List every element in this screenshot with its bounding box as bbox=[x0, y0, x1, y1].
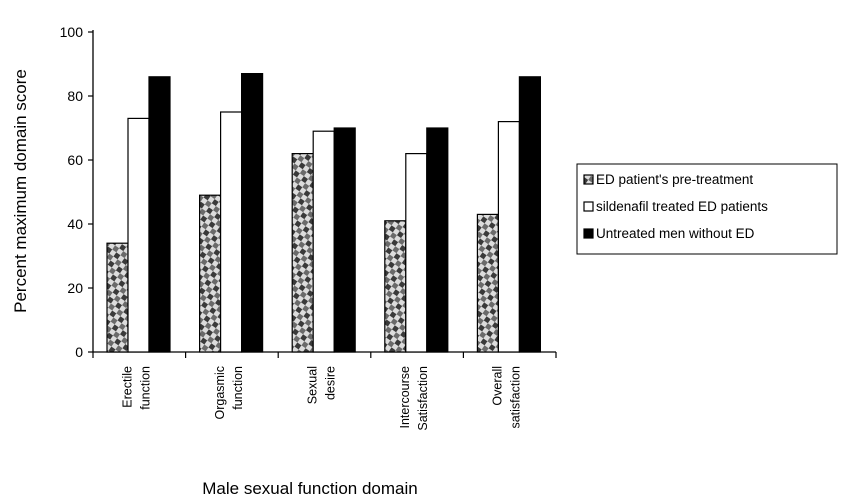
y-tick-label: 100 bbox=[60, 24, 84, 40]
legend-swatch bbox=[583, 228, 594, 239]
bar bbox=[291, 153, 314, 353]
bar bbox=[312, 130, 335, 353]
bar bbox=[405, 153, 428, 353]
category-label: Erectile bbox=[120, 366, 134, 408]
bar bbox=[199, 194, 222, 353]
bars bbox=[106, 72, 542, 353]
bar bbox=[220, 111, 243, 353]
y-tick-label: 40 bbox=[67, 216, 83, 232]
category-label: function bbox=[138, 366, 152, 410]
y-tick-label: 0 bbox=[75, 344, 83, 360]
x-axis-title: Male sexual function domain bbox=[202, 479, 417, 498]
legend-box bbox=[576, 163, 838, 255]
category-label: desire bbox=[324, 366, 338, 400]
bar bbox=[148, 76, 171, 353]
y-tick-label: 80 bbox=[67, 88, 83, 104]
y-axis-title: Percent maximum domain score bbox=[11, 69, 30, 313]
category-labels: Erectile function Orgasmic function Sexual de… bbox=[120, 366, 522, 431]
category-label: Overall bbox=[491, 366, 505, 406]
bar bbox=[426, 127, 449, 353]
legend-swatch bbox=[583, 174, 594, 185]
category-label: function bbox=[231, 366, 245, 410]
bar bbox=[106, 242, 129, 353]
category-label: Orgasmic bbox=[213, 366, 227, 419]
category-label: Intercourse bbox=[398, 366, 412, 429]
bar bbox=[384, 220, 407, 353]
legend-label: Untreated men without ED bbox=[596, 226, 755, 241]
bar bbox=[127, 117, 150, 353]
category-label: Satisfaction bbox=[416, 366, 430, 431]
bar bbox=[476, 213, 499, 353]
y-tick-label: 20 bbox=[67, 280, 83, 296]
bar bbox=[241, 72, 264, 353]
bar bbox=[497, 120, 520, 353]
y-tick-label: 60 bbox=[67, 152, 83, 168]
legend-label: sildenafil treated ED patients bbox=[596, 199, 768, 214]
category-label: satisfaction bbox=[509, 366, 523, 429]
legend-label: ED patient's pre-treatment bbox=[596, 172, 753, 187]
bar bbox=[518, 76, 542, 353]
category-label: Sexual bbox=[306, 366, 320, 404]
bar bbox=[333, 127, 356, 353]
y-axis: 0 20 40 60 80 100 bbox=[60, 24, 94, 360]
legend-swatch bbox=[583, 201, 594, 212]
x-axis bbox=[92, 351, 557, 358]
legend: ED patient's pre-treatment sildenafil tre… bbox=[576, 163, 838, 255]
